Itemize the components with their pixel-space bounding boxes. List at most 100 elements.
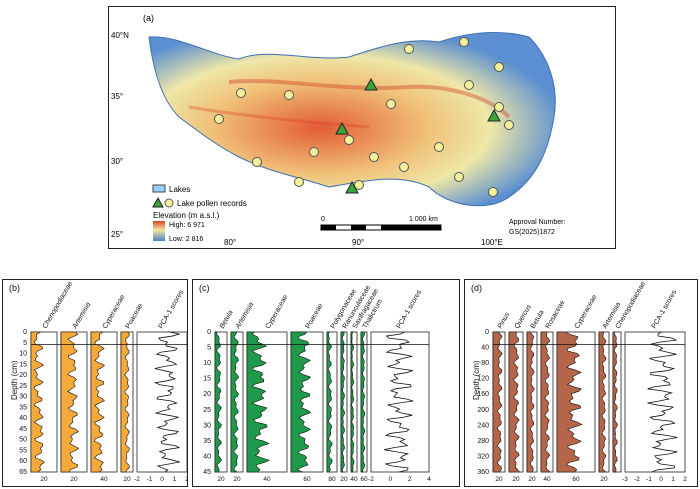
pca-tick: 2 xyxy=(185,476,187,483)
lakes-legend-swatch xyxy=(152,184,166,193)
lon-label-100: 100°E xyxy=(481,238,503,247)
panel-b-chart: (b)Depth (cm)05101520253035404550556065C… xyxy=(9,281,187,483)
ytick-b: 45 xyxy=(19,426,27,433)
lat-label-30: 30° xyxy=(111,157,123,166)
lakes-legend-label: Lakes xyxy=(169,185,190,194)
pca-tick: -2 xyxy=(134,476,140,483)
pca-tick: 2 xyxy=(408,476,412,483)
scale-zero-label: 0 xyxy=(321,216,325,223)
ytick-b: 55 xyxy=(19,447,27,454)
ytick-b: 5 xyxy=(23,340,27,347)
pollen-curve xyxy=(612,331,618,473)
elevation-high-label: High: 6 971 xyxy=(169,222,205,229)
taxon-label: Cyperaceae xyxy=(574,294,599,330)
pollen-curve xyxy=(326,331,333,473)
taxon-label: Cyperaceae xyxy=(102,294,127,330)
pollen-curve xyxy=(214,331,222,473)
ytick-b: 65 xyxy=(19,469,27,476)
pca-frame xyxy=(136,331,187,473)
scale-bar xyxy=(320,224,442,231)
lon-label-90: 90° xyxy=(352,238,364,247)
lat-label-40: 40°N xyxy=(111,31,129,40)
pca-label: PCA-1 scores xyxy=(396,289,424,330)
ytick-b: 25 xyxy=(19,383,27,390)
xtick: 40 xyxy=(543,476,551,483)
pollen-curve xyxy=(540,331,551,473)
pollen-curve xyxy=(230,331,240,473)
xtick: 60 xyxy=(360,476,368,483)
taxon-label: Cyperaceae xyxy=(265,294,290,330)
pca-tick: -2 xyxy=(368,476,374,483)
ytick-d: 240 xyxy=(477,422,489,429)
ytick-b: 60 xyxy=(19,458,27,465)
taxon-label: Pinus xyxy=(497,311,512,330)
xtick: 60 xyxy=(572,476,580,483)
ytick-d: 120 xyxy=(477,376,489,383)
pollen-curve xyxy=(30,331,45,473)
scale-distance-label: 1 000 km xyxy=(409,216,438,223)
xtick: 20 xyxy=(233,476,241,483)
pca-label: PCA-1 scores xyxy=(651,289,679,330)
taxon-label: Poaceae xyxy=(305,302,325,330)
xtick: 40 xyxy=(100,476,108,483)
ytick-d: 160 xyxy=(477,391,489,398)
xtick: 20 xyxy=(40,476,48,483)
pollen-curve xyxy=(120,331,131,473)
pca-frame xyxy=(624,331,686,473)
elevation-gradient-bar xyxy=(153,221,165,241)
map-panel-label: (a) xyxy=(143,13,154,23)
xtick: 20 xyxy=(600,476,608,483)
ytick-c: 40 xyxy=(203,453,211,460)
ytick-d: 0 xyxy=(485,329,489,336)
pollen-curve xyxy=(60,331,80,473)
ytick-c: 30 xyxy=(203,422,211,429)
ytick-c: 25 xyxy=(203,407,211,414)
ytick-b: 20 xyxy=(19,372,27,379)
pca-tick: -1 xyxy=(147,476,153,483)
ytick-d: 80 xyxy=(481,360,489,367)
ytick-c: 15 xyxy=(203,376,211,383)
ytick-b: 15 xyxy=(19,361,27,368)
approval-number-line2: GS(2025)1872 xyxy=(509,229,555,236)
map-panel: 40°N 35° 30° 25° 80° 90° 100°E (a) xyxy=(108,6,616,249)
taxon-label: Rosaceae xyxy=(545,299,567,330)
pca-label: PCA-1 scores xyxy=(158,289,186,330)
pollen-curve xyxy=(492,331,503,473)
ytick-c: 45 xyxy=(203,469,211,476)
pca-curve xyxy=(153,331,181,473)
ytick-c: 0 xyxy=(207,329,211,336)
pollen-curve xyxy=(246,331,270,473)
lat-label-35: 35° xyxy=(111,92,123,101)
panel-d: (d) Depth (cm) 0 40 80 120 160 200 240 280 320 360 P… xyxy=(464,279,698,487)
pca-tick: 4 xyxy=(427,476,431,483)
pollen-curve xyxy=(340,331,346,473)
pca-tick: 1 xyxy=(173,476,177,483)
approval-number-line1: Approval Number: xyxy=(509,219,565,226)
xtick: 20 xyxy=(512,476,520,483)
pollen-curve xyxy=(90,331,106,473)
ytick-c: 10 xyxy=(203,360,211,367)
taxon-label: Poaceae xyxy=(125,302,145,330)
pollen-curve xyxy=(526,331,535,473)
taxon-label: Artemisia xyxy=(71,301,92,331)
pollen-curve xyxy=(508,331,521,473)
panel-b-label: (b) xyxy=(9,283,20,293)
study-triangles xyxy=(335,77,501,194)
xtick: 80 xyxy=(328,476,336,483)
xtick: 20 xyxy=(123,476,131,483)
ytick-b: 0 xyxy=(23,329,27,336)
taxon-label: Chenopodiaceae xyxy=(42,281,75,330)
xtick: 40 xyxy=(263,476,271,483)
ytick-d: 280 xyxy=(477,438,489,445)
pollen-curve xyxy=(360,331,366,473)
plateau-map: 40°N 35° 30° 25° 80° 90° 100°E (a) xyxy=(111,13,565,247)
pca-curve xyxy=(384,331,414,473)
panel-d-chart: (d)Depth (cm)04080120160200240280320360P… xyxy=(471,281,687,483)
pca-tick: 0 xyxy=(659,476,663,483)
taxon-label: Betula xyxy=(219,309,235,330)
ytick-d: 40 xyxy=(481,345,489,352)
panel-b-ylabel: Depth (cm) xyxy=(10,360,19,400)
elevation-legend-title: Elevation (m a.s.l.) xyxy=(153,211,220,220)
panel-d-ylabel: Depth (cm) xyxy=(472,360,481,400)
pca-tick: -3 xyxy=(622,476,628,483)
